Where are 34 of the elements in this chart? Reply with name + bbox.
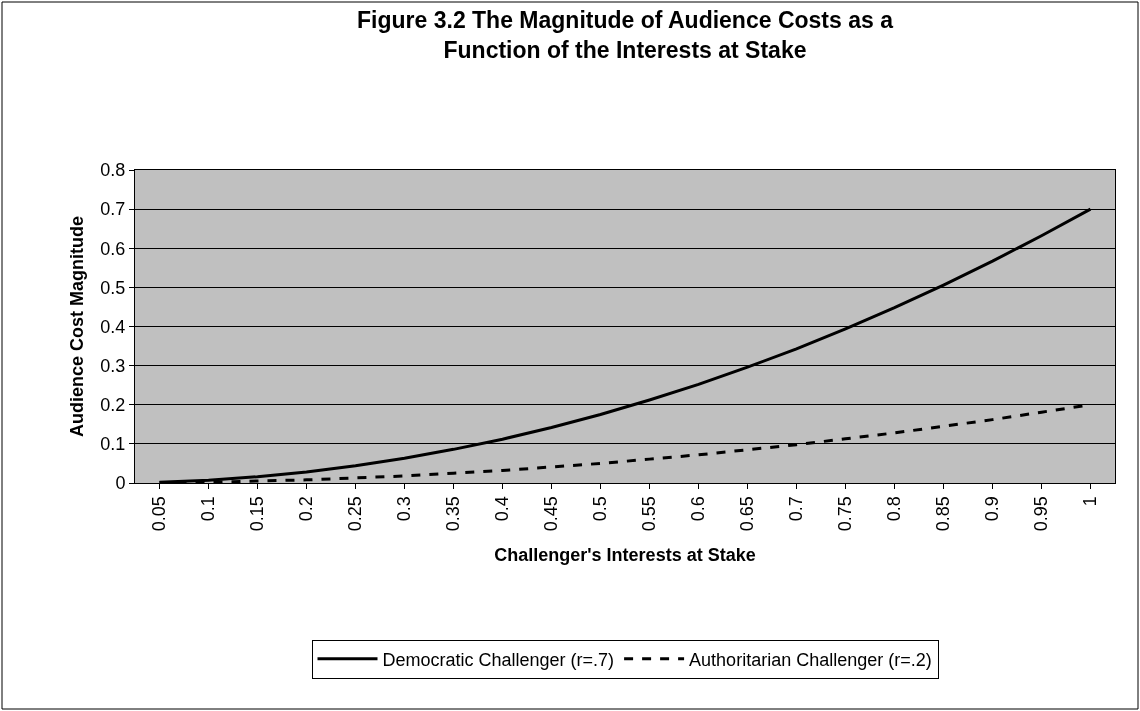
- y-tick-label: 0.8: [100, 160, 126, 181]
- x-tick-label: 0.95: [1031, 496, 1052, 532]
- y-tick-label: 0.5: [100, 277, 126, 298]
- x-tick-label: 0.55: [639, 496, 660, 532]
- y-tick-label: 0.4: [100, 316, 126, 337]
- x-tick-label: 0.7: [786, 496, 807, 522]
- x-tick-label: 0.85: [933, 496, 954, 532]
- x-tick-label: 0.65: [737, 496, 758, 532]
- x-tick-label: 0.6: [688, 496, 709, 522]
- y-tick-label: 0.2: [100, 395, 126, 416]
- x-tick-label: 0.1: [198, 496, 219, 522]
- x-tick-label: 0.25: [345, 496, 366, 532]
- x-tick-label: 0.05: [149, 496, 170, 532]
- y-tick-label: 0.3: [100, 355, 126, 376]
- chart-title: Figure 3.2 The Magnitude of Audience Costs as a Function of the Interests at Stake: [357, 7, 894, 64]
- x-tick-label: 0.35: [443, 496, 464, 532]
- legend-label: Authoritarian Challenger (r=.2): [689, 649, 932, 670]
- y-tick-label: 0: [115, 473, 126, 494]
- x-tick-label: 1: [1080, 496, 1101, 507]
- legend-label: Democratic Challenger (r=.7): [382, 649, 615, 670]
- x-tick-label: 0.3: [394, 496, 415, 522]
- x-axis-title: Challenger's Interests at Stake: [494, 545, 756, 566]
- x-tick-label: 0.9: [982, 496, 1003, 522]
- y-tick-label: 0.7: [100, 199, 126, 220]
- x-tick-label: 0.75: [835, 496, 856, 532]
- y-tick-label: 0.6: [100, 238, 126, 259]
- x-tick-label: 0.15: [247, 496, 268, 532]
- x-tick-label: 0.5: [590, 496, 611, 522]
- y-tick-label: 0.1: [100, 434, 126, 455]
- y-axis-title: Audience Cost Magnitude: [66, 215, 87, 438]
- x-tick-label: 0.45: [541, 496, 562, 532]
- x-tick-label: 0.8: [884, 496, 905, 522]
- x-tick-label: 0.4: [492, 496, 513, 522]
- x-tick-label: 0.2: [296, 496, 317, 522]
